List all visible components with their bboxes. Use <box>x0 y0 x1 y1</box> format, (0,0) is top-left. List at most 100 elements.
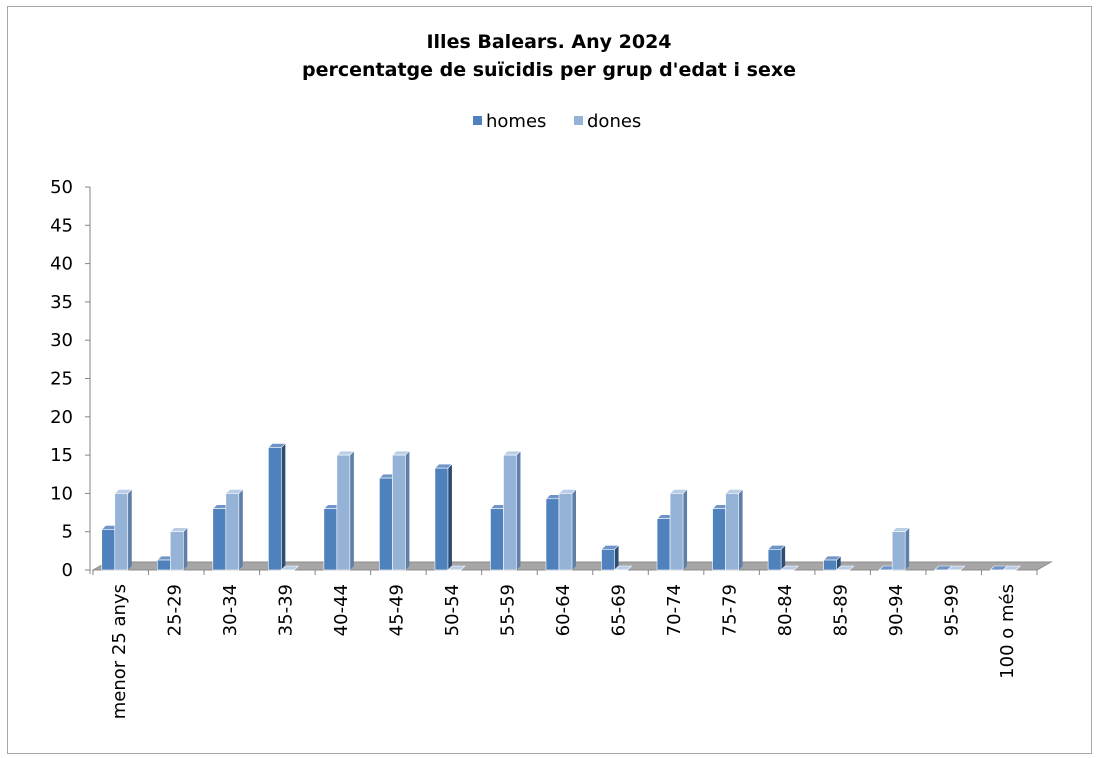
y-tick-label: 10 <box>50 483 73 504</box>
x-tick-label: 85-89 <box>831 584 852 636</box>
bar-front <box>434 467 449 571</box>
x-tick-label: 40-44 <box>331 584 352 636</box>
bar-homes <box>434 463 453 571</box>
y-tick-label: 35 <box>50 292 73 313</box>
x-tick-label: 60-64 <box>553 584 574 636</box>
bar-dones <box>502 450 522 571</box>
bar-front <box>1002 569 1017 571</box>
bar-front <box>656 518 671 571</box>
bar-front <box>558 493 573 571</box>
bar-side <box>405 451 410 570</box>
bar-front <box>156 559 171 571</box>
bar-homes <box>767 545 786 571</box>
bar-dones <box>336 450 355 571</box>
bar-side <box>572 489 576 570</box>
bar-homes <box>600 545 620 571</box>
y-tick-label: 40 <box>50 254 73 275</box>
bar-front <box>169 531 184 571</box>
chart-frame <box>7 6 1092 754</box>
bar-side <box>127 489 132 570</box>
bar-front <box>780 569 795 571</box>
bar-dones <box>613 565 633 571</box>
bar-dones <box>169 527 189 571</box>
y-tick-label: 30 <box>50 330 73 351</box>
y-tick-label: 0 <box>62 560 73 581</box>
x-tick-label: 75-79 <box>720 584 741 636</box>
bar-dones <box>669 489 688 571</box>
bar-front <box>490 508 504 571</box>
x-tick-label: 30-34 <box>220 584 241 636</box>
bar-front <box>379 477 393 571</box>
bar-dones <box>1002 565 1021 571</box>
x-tick-label: 25-29 <box>164 584 185 636</box>
legend: homes dones <box>473 111 641 132</box>
bar-front <box>212 508 227 571</box>
bar-front <box>823 559 837 571</box>
chart-subtitle: percentatge de suïcidis per grup d'edat … <box>302 59 796 81</box>
bar-side <box>781 545 786 570</box>
bar-front <box>989 569 1004 571</box>
bar-front <box>614 569 628 571</box>
bar-homes <box>822 555 842 571</box>
bar-side <box>349 451 354 570</box>
bar-front <box>891 531 906 571</box>
bar-dones <box>724 489 744 571</box>
bar-front <box>878 569 893 571</box>
bar-side <box>281 443 286 570</box>
bar-dones <box>114 489 133 571</box>
bar-front <box>947 569 962 571</box>
legend-label-homes: homes <box>486 111 546 132</box>
bar-dones <box>946 565 966 571</box>
bar-front <box>545 498 560 571</box>
bar-front <box>503 454 517 571</box>
bar-front <box>336 454 351 571</box>
bar-side <box>516 451 521 570</box>
bar-side <box>614 545 619 570</box>
y-tick-label: 5 <box>62 522 73 543</box>
y-tick-label: 45 <box>50 215 73 236</box>
bar-dones <box>447 565 466 571</box>
bar-side <box>683 489 688 570</box>
bar-side <box>905 527 910 570</box>
y-tick-label: 20 <box>50 407 73 428</box>
bar-front <box>323 508 338 571</box>
bar-front <box>669 493 684 571</box>
x-tick-label: 45-49 <box>386 584 407 636</box>
bar-side <box>447 464 452 570</box>
x-tick-label: 50-54 <box>442 584 463 636</box>
bar-front <box>601 549 615 571</box>
x-tick-label: 70-74 <box>664 584 685 636</box>
bar-side <box>836 556 841 570</box>
bar-front <box>836 569 850 571</box>
x-tick-label: 55-59 <box>497 584 518 636</box>
bar-side <box>183 527 188 570</box>
bar-front <box>934 569 949 571</box>
bar-dones <box>780 565 799 571</box>
bar-front <box>225 493 240 571</box>
x-axis: menor 25 anys 25-29 30-34 35-39 40-44 45-49 50… <box>92 570 1038 719</box>
bar-dones <box>391 450 411 571</box>
legend-label-dones: dones <box>587 111 641 132</box>
bar-dones <box>225 489 244 571</box>
y-tick-label: 25 <box>50 369 73 390</box>
x-tick-label: 95-99 <box>942 584 963 636</box>
bar-dones <box>558 489 577 571</box>
y-tick-label: 15 <box>50 445 73 466</box>
bar-front <box>101 529 116 571</box>
bar-front <box>114 493 129 571</box>
legend-swatch-dones <box>574 116 583 125</box>
x-tick-label: 35-39 <box>275 584 296 636</box>
y-axis: 0 5 10 15 20 25 30 35 40 45 50 <box>50 177 91 581</box>
x-tick-label: 100 o més <box>997 584 1018 679</box>
x-tick-label: 90-94 <box>886 584 907 636</box>
chart-title: Illes Balears. Any 2024 <box>426 31 671 53</box>
bar-front <box>392 454 406 571</box>
bar-dones <box>280 565 300 571</box>
bar-front <box>447 569 462 571</box>
bar-front <box>281 569 295 571</box>
bar-front <box>268 447 282 571</box>
bar-dones <box>891 527 910 571</box>
x-tick-label: menor 25 anys <box>109 584 130 719</box>
x-tick-label: 65-69 <box>609 584 630 636</box>
